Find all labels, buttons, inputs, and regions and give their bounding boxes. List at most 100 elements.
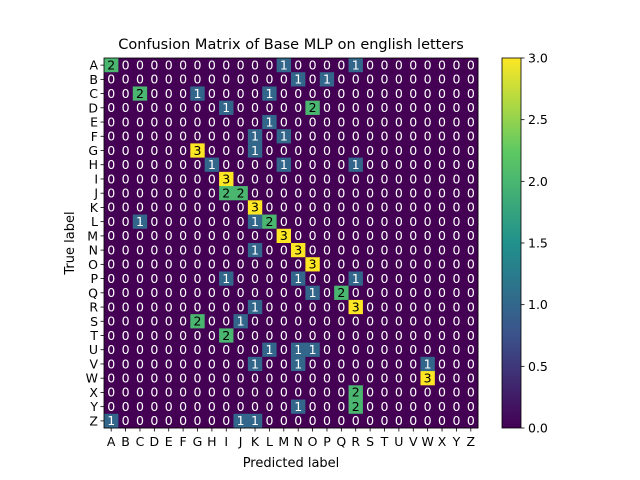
cell-value-label: 0 — [265, 370, 273, 385]
heatmap-cell — [348, 299, 364, 315]
cell-value-label: 0 — [323, 86, 331, 101]
heatmap-cell — [406, 399, 421, 415]
cell-value-label: 1 — [424, 356, 432, 371]
heatmap-cell — [334, 143, 349, 159]
cell-value-label: 0 — [208, 399, 216, 414]
cell-value-label: 0 — [237, 356, 245, 371]
cell-value-label: 0 — [294, 157, 302, 172]
cell-value-label: 0 — [237, 157, 245, 172]
cell-value-label: 0 — [438, 214, 446, 229]
cell-value-label: 2 — [194, 314, 202, 329]
heatmap-cell — [319, 243, 335, 258]
cell-value-label: 0 — [107, 285, 115, 300]
cell-value-label: 0 — [337, 57, 345, 72]
heatmap-cell — [391, 257, 407, 272]
cell-value-label: 0 — [107, 100, 115, 115]
cell-value-label: 0 — [280, 299, 288, 314]
cell-value-label: 0 — [265, 356, 273, 371]
cell-value-label: 0 — [323, 185, 331, 200]
cell-value-label: 0 — [222, 214, 230, 229]
heatmap-cell — [362, 100, 378, 116]
heatmap-cell — [132, 72, 148, 87]
cell-value-label: 0 — [265, 157, 273, 172]
heatmap-cell — [104, 271, 119, 287]
heatmap-cell — [233, 100, 249, 116]
x-tick-label: D — [150, 434, 160, 449]
cell-value-label: 0 — [366, 143, 374, 158]
heatmap-cell — [118, 271, 134, 287]
cell-value-label: 0 — [366, 86, 374, 101]
heatmap-cell — [147, 271, 162, 287]
cell-value-label: 1 — [208, 157, 216, 172]
heatmap-cell — [305, 243, 321, 258]
cell-value-label: 0 — [251, 100, 259, 115]
heatmap-cell — [319, 58, 335, 73]
heatmap-cell — [319, 114, 335, 130]
heatmap-cell — [334, 342, 349, 358]
heatmap-cell — [377, 214, 393, 230]
heatmap-cell — [233, 157, 249, 173]
cell-value-label: 0 — [107, 228, 115, 243]
cell-value-label: 0 — [395, 342, 403, 357]
x-tick-label: U — [394, 434, 403, 449]
heatmap-cell — [334, 328, 349, 344]
heatmap-cell — [175, 114, 191, 130]
cell-value-label: 0 — [294, 57, 302, 72]
cell-value-label: 0 — [323, 114, 331, 129]
heatmap-cell — [348, 72, 364, 87]
cell-value-label: 0 — [280, 242, 288, 257]
heatmap-cell — [262, 271, 278, 287]
heatmap-cell — [219, 385, 234, 400]
heatmap-cell — [147, 285, 162, 301]
colorbar: 0.0 0.5 1.0 1.5 2.0 2.5 3.0 — [501, 51, 548, 436]
heatmap-cell — [262, 143, 278, 159]
cell-value-label: 0 — [237, 242, 245, 257]
heatmap-cell — [204, 214, 220, 230]
cell-value-label: 2 — [265, 214, 273, 229]
cell-value-label: 0 — [107, 214, 115, 229]
heatmap-cell — [118, 285, 134, 301]
cell-value-label: 1 — [294, 342, 302, 357]
cell-value-label: 0 — [467, 413, 475, 428]
cell-value-label: 0 — [136, 285, 144, 300]
heatmap-cell — [305, 114, 321, 130]
heatmap-cell — [434, 228, 450, 244]
heatmap-cell — [291, 314, 306, 329]
cell-value-label: 0 — [194, 200, 202, 215]
cell-value-label: 0 — [122, 314, 130, 329]
x-tick-label: J — [238, 434, 243, 449]
heatmap-cell — [262, 356, 278, 372]
cell-value-label: 1 — [194, 86, 202, 101]
heatmap-cell — [204, 385, 220, 400]
cell-value-label: 0 — [222, 342, 230, 357]
heatmap-cell — [132, 114, 148, 130]
heatmap-cell — [334, 413, 349, 429]
heatmap-cell — [147, 114, 162, 130]
cell-value-label: 0 — [467, 285, 475, 300]
heatmap-cell — [118, 171, 134, 187]
cell-value-label: 0 — [366, 385, 374, 400]
cell-value-label: 0 — [179, 342, 187, 357]
cell-value-label: 0 — [323, 129, 331, 144]
cell-value-label: 0 — [395, 242, 403, 257]
heatmap-cell — [161, 214, 177, 230]
cell-value-label: 0 — [107, 257, 115, 272]
heatmap-cell — [219, 299, 234, 315]
heatmap-cell — [276, 356, 292, 372]
cell-value-label: 0 — [208, 314, 216, 329]
heatmap-cell — [391, 129, 407, 144]
heatmap-cell — [104, 328, 119, 344]
cell-value-label: 0 — [150, 200, 158, 215]
heatmap-cell — [118, 157, 134, 173]
heatmap-cell — [247, 371, 263, 386]
cell-value-label: 0 — [395, 370, 403, 385]
heatmap-cell — [434, 86, 450, 102]
heatmap-cell — [190, 129, 206, 144]
x-tick-label: S — [366, 434, 374, 449]
heatmap-cell — [233, 86, 249, 102]
cell-value-label: 0 — [280, 185, 288, 200]
cell-value-label: 0 — [122, 86, 130, 101]
cell-value-label: 0 — [222, 299, 230, 314]
cell-value-label: 0 — [237, 171, 245, 186]
